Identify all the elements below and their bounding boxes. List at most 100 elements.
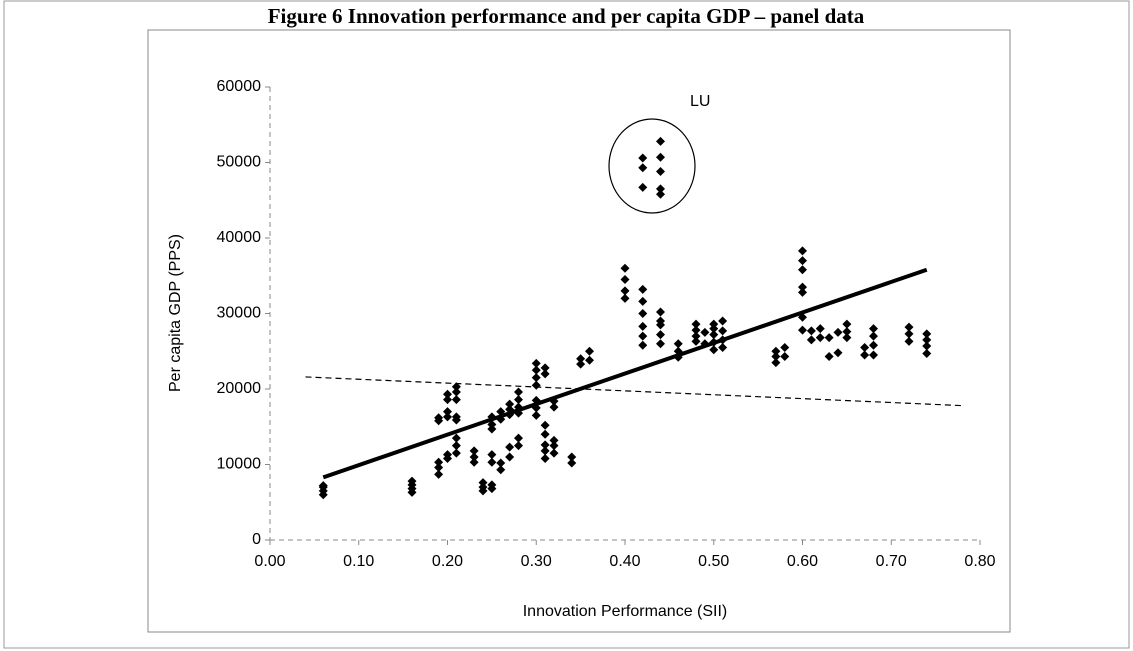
point: [505, 399, 515, 409]
point: [443, 389, 452, 399]
point: [434, 413, 444, 423]
point: [709, 330, 719, 340]
point: [780, 342, 790, 352]
point: [434, 457, 444, 467]
chart-border: [147, 29, 1011, 633]
point: [638, 153, 648, 163]
point: [815, 324, 825, 334]
y-tick-label: 60000: [217, 78, 262, 95]
point: [860, 350, 870, 360]
point: [656, 316, 665, 326]
outer-border: [3, 0, 1130, 649]
lu-ellipse: [608, 118, 696, 214]
point: [806, 326, 816, 336]
x-axis-title: Innovation Performance (SII): [523, 603, 728, 620]
point: [487, 450, 497, 460]
point: [869, 331, 878, 341]
point: [540, 420, 550, 430]
point: [833, 348, 843, 358]
point: [585, 346, 594, 356]
point: [549, 448, 559, 458]
point: [451, 433, 461, 443]
point: [700, 327, 710, 337]
point: [638, 296, 648, 306]
point: [904, 336, 914, 346]
point: [576, 359, 586, 369]
point: [842, 319, 852, 329]
point: [656, 152, 665, 162]
point: [709, 345, 719, 355]
x-tick-label: 0.80: [964, 553, 995, 570]
point: [567, 458, 577, 468]
point: [869, 324, 878, 334]
point: [709, 319, 719, 329]
annotation: LU: [690, 93, 710, 110]
x-tick-label: 0.40: [609, 553, 640, 570]
point: [407, 476, 417, 486]
y-tick-label: 40000: [217, 229, 262, 246]
point: [549, 435, 559, 445]
point: [798, 265, 807, 275]
point: [718, 342, 728, 352]
point: [709, 324, 719, 334]
point: [638, 163, 648, 173]
point: [771, 352, 781, 362]
y-tick-label: 30000: [217, 305, 262, 322]
point: [620, 286, 630, 296]
point: [815, 333, 825, 343]
point: [469, 452, 479, 462]
point: [798, 282, 807, 292]
point: [638, 182, 648, 192]
point: [434, 469, 444, 479]
point: [620, 293, 630, 303]
point: [691, 331, 701, 341]
point: [638, 321, 648, 331]
point: [531, 365, 541, 375]
point: [620, 275, 630, 285]
y-tick-label: 0: [252, 531, 261, 548]
point: [514, 395, 523, 405]
point: [656, 339, 665, 349]
point: [487, 424, 497, 434]
point: [842, 333, 852, 343]
y-tick-label: 10000: [217, 456, 262, 473]
point: [842, 327, 852, 337]
point: [718, 326, 728, 336]
point: [451, 382, 461, 392]
point: [691, 325, 701, 335]
point: [540, 453, 550, 463]
point: [780, 352, 790, 362]
point: [656, 189, 665, 199]
point: [540, 429, 550, 439]
point: [478, 478, 488, 488]
point: [505, 452, 515, 462]
point: [833, 327, 843, 337]
point: [806, 335, 816, 345]
point: [514, 387, 523, 397]
point: [478, 482, 488, 492]
x-tick-label: 0.20: [432, 553, 463, 570]
point: [514, 433, 523, 443]
point: [487, 419, 497, 429]
point: [451, 441, 461, 451]
point: [443, 450, 452, 460]
point: [922, 341, 932, 351]
point: [434, 463, 444, 473]
point: [540, 363, 550, 373]
point: [496, 465, 506, 475]
point: [318, 481, 328, 491]
point: [656, 136, 665, 146]
point: [638, 284, 648, 294]
point: [496, 458, 506, 468]
x-tick-label: 0.50: [698, 553, 729, 570]
x-tick-label: 0.60: [787, 553, 818, 570]
point: [691, 319, 701, 329]
point: [922, 329, 932, 339]
point: [638, 309, 648, 318]
point: [638, 340, 648, 350]
point: [443, 412, 452, 422]
point: [771, 346, 781, 356]
point: [514, 441, 523, 451]
point: [860, 342, 870, 352]
